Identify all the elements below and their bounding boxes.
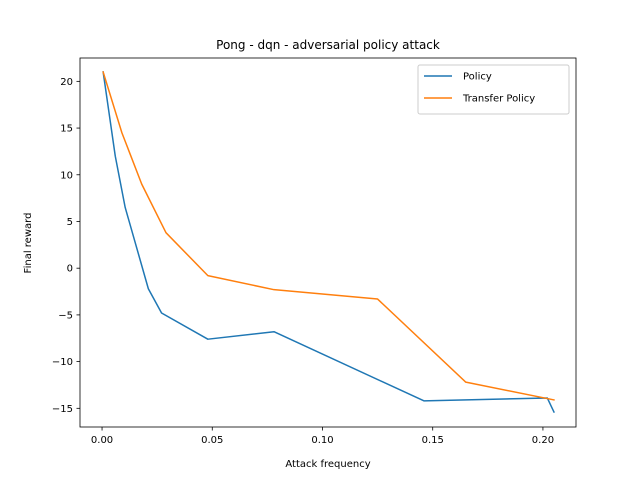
y-tick-label: 20 (60, 77, 73, 88)
x-tick-label: 0.05 (201, 435, 223, 446)
y-tick-label: 15 (60, 124, 73, 135)
x-axis-label: Attack frequency (285, 459, 370, 470)
chart-title: Pong - dqn - adversarial policy attack (216, 38, 440, 52)
legend-label-2: Transfer Policy (462, 94, 535, 105)
legend: Policy Transfer Policy (417, 64, 570, 115)
plot-area: 0.00 0.05 0.10 0.15 0.20 −15 −10 −5 0 5 10 15 20 (52, 57, 577, 446)
axes-frame (79, 57, 577, 428)
legend-label-1: Policy (463, 72, 492, 83)
legend-box (417, 64, 570, 115)
x-tick-label: 0.10 (311, 435, 333, 446)
series-line-1 (102, 71, 555, 414)
y-tick-label: 0 (67, 264, 73, 275)
y-axis-label: Final reward (23, 213, 34, 274)
x-tick-label: 0.00 (91, 435, 113, 446)
y-tick-label: −10 (52, 357, 73, 368)
y-tick-label: 5 (67, 217, 73, 228)
y-tick-label: −15 (52, 404, 73, 415)
y-tick-label: 10 (60, 170, 73, 181)
series-line-2 (102, 71, 555, 401)
x-tick-label: 0.15 (422, 435, 444, 446)
y-tick-label: −5 (58, 310, 73, 321)
x-tick-label: 0.20 (532, 435, 554, 446)
